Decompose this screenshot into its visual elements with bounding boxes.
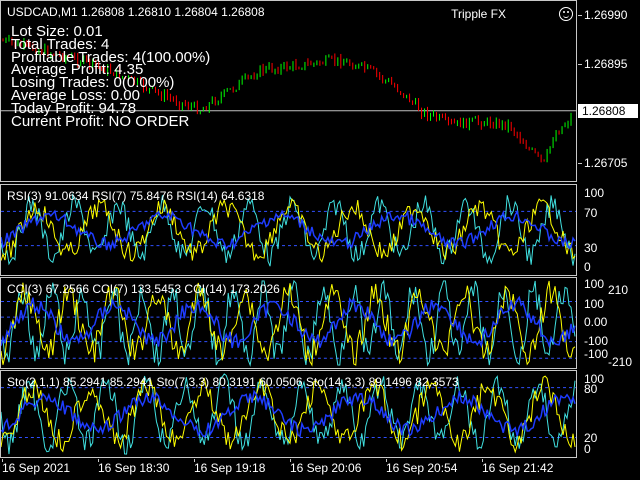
sto-tick: 20 (584, 431, 598, 445)
cci-plot (1, 279, 576, 367)
time-tick: 16 Sep 19:18 (194, 461, 266, 475)
oscillator-line-fast (1, 375, 576, 454)
sto-tick: 100 (584, 372, 605, 386)
cci-label: CCI(3) 67.2566 CCI(7) 133.5453 CCI(14) 1… (7, 282, 280, 296)
cci-pane[interactable]: CCI(3) 67.2566 CCI(7) 133.5453 CCI(14) 1… (0, 277, 577, 369)
oscillator-line-slow (1, 295, 576, 349)
cci-tick: -100 (584, 334, 609, 348)
time-tick: 16 Sep 21:42 (482, 461, 554, 475)
time-tick: 16 Sep 2021 (2, 461, 71, 475)
cci-tick: 100 (584, 297, 605, 311)
price-tick: 1.26990 (584, 8, 628, 22)
time-tick: 16 Sep 18:30 (98, 461, 170, 475)
rsi-tick: 0 (584, 260, 591, 274)
rsi-pane[interactable]: RSI(3) 91.0634 RSI(7) 75.8476 RSI(14) 64… (0, 184, 577, 276)
oscillator-line-slow (1, 389, 576, 438)
rsi-label: RSI(3) 91.0634 RSI(7) 75.8476 RSI(14) 64… (7, 189, 265, 203)
stat-total-trades: Total Trades: 4 (11, 35, 110, 53)
price-tick: 1.26705 (584, 156, 628, 170)
oscillator-line-slow (1, 209, 576, 253)
sto-tick: 80 (584, 382, 598, 396)
stat-lot-size: Lot Size: 0.01 (11, 23, 103, 40)
stat-profitable-trades: Profitable Trades: 4(100.00%) (11, 48, 211, 66)
cci-tick: 0.00 (584, 315, 608, 329)
stat-average-loss: Average Loss: 0.00 (11, 86, 140, 104)
candlestick-plot (1, 34, 576, 163)
time-axis: 16 Sep 2021 16 Sep 18:30 16 Sep 19:18 16… (0, 459, 577, 480)
oscillator-line-fast (1, 280, 576, 367)
rsi-tick: 30 (584, 241, 598, 255)
stochastic-scale: 100 80 20 0 (578, 370, 640, 458)
brand-label: Tripple FX (451, 7, 506, 21)
stat-current-profit: Current Profit: NO ORDER (11, 112, 190, 130)
rsi-plot (1, 193, 576, 267)
trade-stats: Lot Size: 0.01 Total Trades: 4 Profitabl… (11, 23, 211, 130)
price-scale: 1.26990 1.26895 1.26705 (578, 0, 640, 182)
rsi-tick: 100 (584, 186, 605, 200)
price-tick: 1.26895 (584, 57, 628, 71)
cci-tick: 100 (584, 277, 605, 291)
stochastic-plot (1, 373, 576, 455)
expert-smiley-icon[interactable] (559, 7, 573, 21)
stochastic-pane[interactable]: Sto(2,1,1) 85.2941 85.2941 Sto(7,3,3) 80… (0, 370, 577, 458)
current-price-tag: 1.26808 (578, 104, 638, 118)
stat-today-profit: Today Profit: 94.78 (11, 99, 137, 117)
cci-tick: -210 (608, 355, 633, 369)
price-chart-pane[interactable]: USDCAD,M1 1.26808 1.26810 1.26804 1.2680… (0, 0, 577, 182)
stochastic-label: Sto(2,1,1) 85.2941 85.2941 Sto(7,3,3) 80… (7, 375, 459, 389)
sto-tick: 0 (584, 442, 591, 456)
symbol-info: USDCAD,M1 1.26808 1.26810 1.26804 1.2680… (7, 5, 265, 19)
time-tick: 16 Sep 20:54 (386, 461, 458, 475)
rsi-scale: 100 70 30 0 (578, 184, 640, 276)
rsi-tick: 70 (584, 206, 598, 220)
oscillator-line-fast (1, 198, 576, 263)
stat-losing-trades: Losing Trades: 0(0.00%) (11, 74, 175, 92)
stat-average-profit: Average Profit: 4.35 (11, 61, 144, 79)
cci-scale: 100 100 0.00 -100 -100 210 -210 (578, 277, 640, 369)
oscillator-line-mid (1, 373, 576, 455)
cci-tick: -100 (584, 347, 609, 361)
cci-tick: 210 (608, 283, 629, 297)
time-tick: 16 Sep 20:06 (290, 461, 362, 475)
